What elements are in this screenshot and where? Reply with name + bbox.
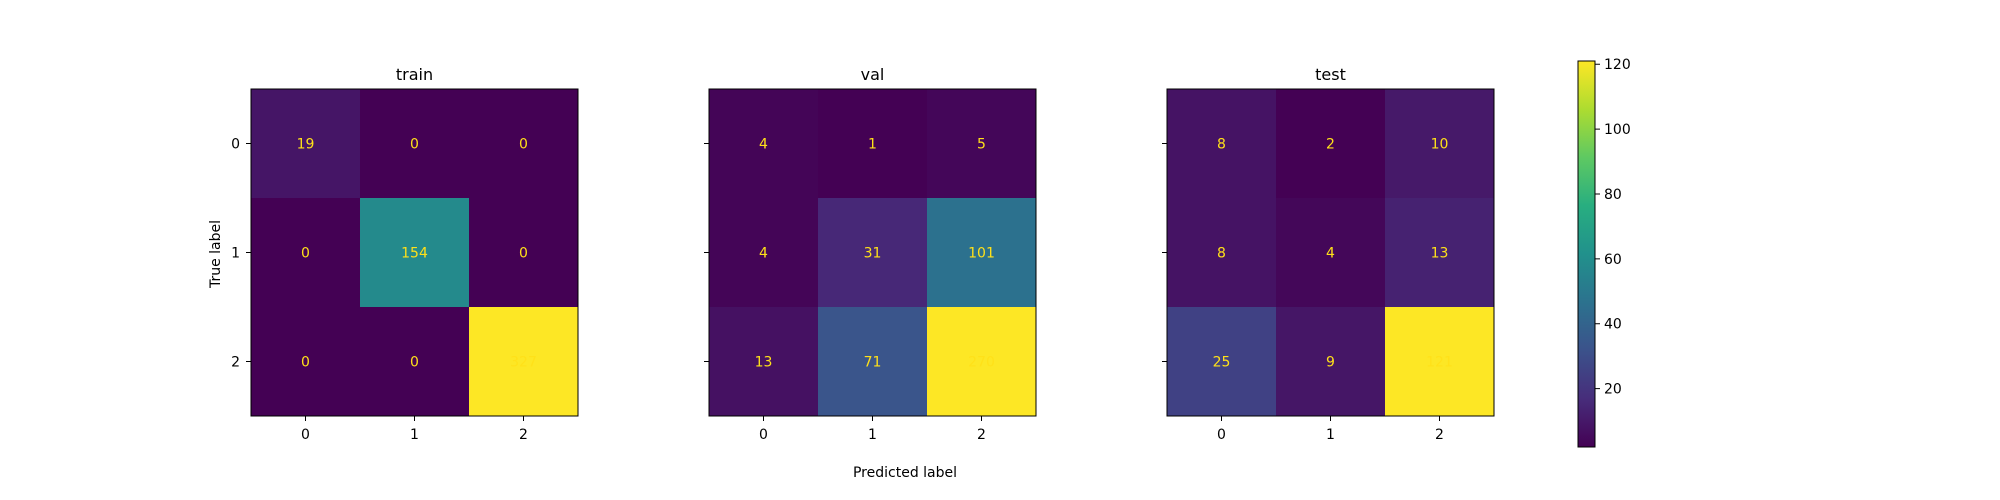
cell-value-label: 25 [1213, 355, 1231, 371]
cell-value-label: 0 [519, 137, 528, 153]
heatmap-cell [1276, 198, 1385, 307]
heatmap-cell [709, 89, 818, 198]
cell-value-label: 4 [1326, 246, 1335, 262]
heatmap-cell [360, 89, 469, 198]
cell-value-label: 13 [755, 355, 773, 371]
cell-value-label: 101 [968, 246, 995, 262]
colorbar-tick-label: 120 [1604, 57, 1631, 73]
cell-value-label: 2 [1326, 137, 1335, 153]
y-tick-label: 1 [231, 246, 240, 262]
cell-value-label: 0 [301, 246, 310, 262]
cell-value-label: 0 [410, 137, 419, 153]
heatmap-cell [469, 89, 578, 198]
cell-value-label: 13 [1431, 246, 1449, 262]
x-tick-label: 2 [977, 427, 986, 443]
heatmap-cell [251, 89, 360, 198]
heatmap-cell [1385, 198, 1494, 307]
colorbar-tick-label: 20 [1604, 382, 1622, 398]
heatmap-cell [1276, 307, 1385, 416]
heatmap-cell [927, 307, 1036, 416]
heatmap-cell [251, 307, 360, 416]
panel-val: 4 1 5 4 31 101 13 71 270 val 0 1 2 [704, 65, 1037, 443]
heatmap-cell [469, 307, 578, 416]
colorbar-gradient [1577, 60, 1596, 448]
cell-value-label: 31 [864, 246, 882, 262]
x-tick-label: 1 [410, 427, 419, 443]
x-tick-label: 2 [1435, 427, 1444, 443]
x-tick-label: 0 [1217, 427, 1226, 443]
heatmap-cell [818, 198, 927, 307]
panel-train: 19 0 0 0 154 0 0 0 327 train 0 1 2 0 1 2 [231, 65, 579, 443]
heatmap-cell [1167, 307, 1276, 416]
heatmap-cell [251, 198, 360, 307]
cell-value-label: 8 [1217, 246, 1226, 262]
heatmap-cell [360, 198, 469, 307]
y-axis-label: True label [208, 220, 224, 289]
panel-title: test [1315, 65, 1346, 84]
colorbar-tick-label: 100 [1604, 122, 1631, 138]
cell-value-label: 154 [401, 246, 428, 262]
heatmap-cell [709, 198, 818, 307]
panel-title: train [396, 65, 433, 84]
heatmap-cell [1385, 307, 1494, 416]
y-tick-label: 2 [231, 355, 240, 371]
cell-value-label: 5 [977, 137, 986, 153]
heatmap-cell [709, 307, 818, 416]
panel-title: val [861, 65, 885, 84]
cell-value-label: 0 [519, 246, 528, 262]
x-tick-label: 0 [301, 427, 310, 443]
cell-value-label: 10 [1431, 137, 1449, 153]
cell-value-label: 4 [759, 246, 768, 262]
y-tick-label: 0 [231, 137, 240, 153]
cell-value-label: 0 [410, 355, 419, 371]
cell-value-label: 121 [1426, 355, 1453, 371]
cell-value-label: 4 [759, 137, 768, 153]
x-tick-label: 1 [1326, 427, 1335, 443]
cell-value-label: 0 [301, 355, 310, 371]
cell-value-label: 1 [868, 137, 877, 153]
panel-test: 8 2 10 8 4 13 25 9 121 test 0 1 2 [1162, 65, 1495, 443]
heatmap-cell [1385, 89, 1494, 198]
heatmap-cell [469, 198, 578, 307]
cell-value-label: 8 [1217, 137, 1226, 153]
cell-value-label: 9 [1326, 355, 1335, 371]
heatmap-cell [1167, 89, 1276, 198]
colorbar-tick-label: 60 [1604, 252, 1622, 268]
heatmap-cell [818, 89, 927, 198]
cell-value-label: 270 [968, 355, 995, 371]
x-axis-label: Predicted label [853, 465, 957, 481]
heatmap-cell [927, 198, 1036, 307]
heatmap-cell [818, 307, 927, 416]
colorbar-tick-label: 40 [1604, 317, 1622, 333]
x-tick-label: 2 [519, 427, 528, 443]
cell-value-label: 327 [510, 355, 537, 371]
x-tick-label: 1 [868, 427, 877, 443]
heatmap-cell [927, 89, 1036, 198]
x-tick-label: 0 [759, 427, 768, 443]
colorbar-tick-label: 80 [1604, 187, 1622, 203]
colorbar: 20 40 60 80 100 120 [1577, 57, 1631, 448]
heatmap-cell [1276, 89, 1385, 198]
heatmap-cell [360, 307, 469, 416]
cell-value-label: 71 [864, 355, 882, 371]
cell-value-label: 19 [297, 137, 315, 153]
heatmap-cell [1167, 198, 1276, 307]
